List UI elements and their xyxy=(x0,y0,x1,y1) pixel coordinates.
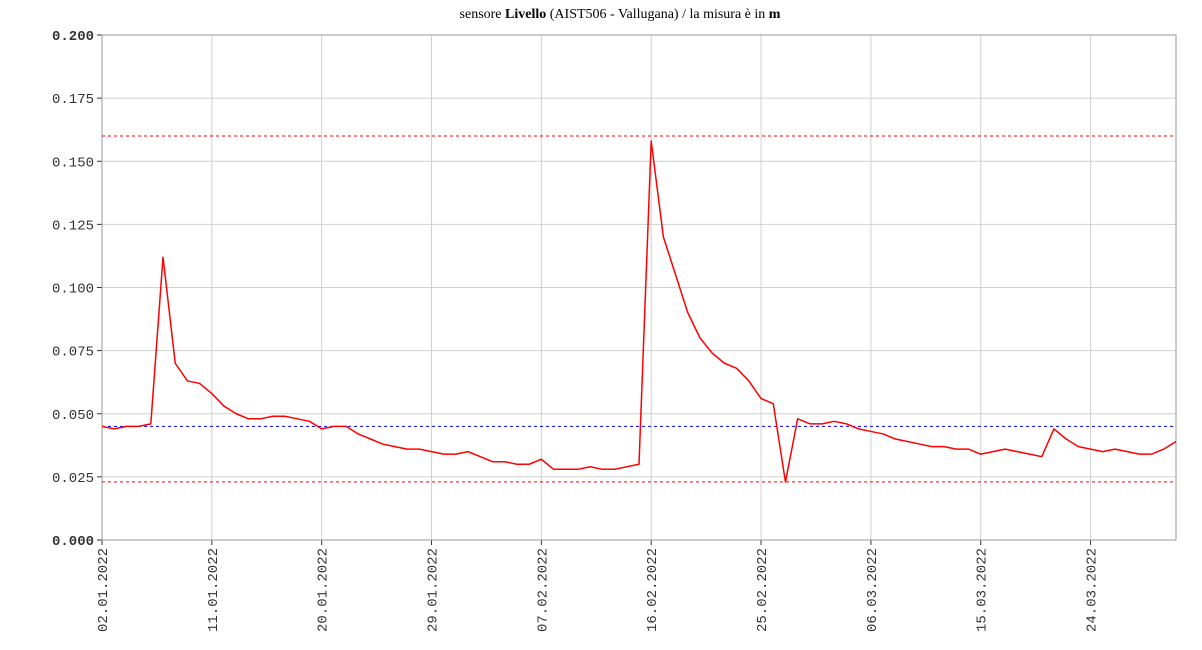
x-tick-label: 06.03.2022 xyxy=(865,548,881,632)
y-tick-label: 0.100 xyxy=(52,282,94,298)
y-tick-label: 0.050 xyxy=(52,408,94,424)
title-part: Livello xyxy=(505,7,546,22)
data-line xyxy=(101,140,1177,483)
plot-frame xyxy=(101,34,1177,541)
y-tick-label: 0.175 xyxy=(52,92,94,108)
y-tick-label: 0.125 xyxy=(52,218,94,234)
x-tick-label: 11.01.2022 xyxy=(206,548,222,632)
y-tick-label: 0.200 xyxy=(52,29,94,45)
y-tick-label: 0.000 xyxy=(52,534,94,550)
title-part: m xyxy=(769,7,781,22)
x-tick-label: 24.03.2022 xyxy=(1085,548,1101,632)
chart-title: sensore Livello (AIST506 - Vallugana) / … xyxy=(460,7,781,22)
y-tick-label: 0.025 xyxy=(52,471,94,487)
x-tick-label: 15.03.2022 xyxy=(975,548,991,632)
title-part: (AIST506 - Vallugana) / la misura è in xyxy=(546,7,769,22)
x-tick-label: 20.01.2022 xyxy=(316,548,332,632)
x-tick-label: 02.01.2022 xyxy=(96,548,112,632)
y-tick-label: 0.150 xyxy=(52,155,94,171)
x-tick-label: 07.02.2022 xyxy=(535,548,551,632)
x-tick-label: 25.02.2022 xyxy=(755,548,771,632)
y-tick-label: 0.075 xyxy=(52,345,94,361)
x-tick-label: 16.02.2022 xyxy=(645,548,661,632)
x-tick-label: 29.01.2022 xyxy=(426,548,442,632)
title-part: sensore xyxy=(460,7,506,22)
